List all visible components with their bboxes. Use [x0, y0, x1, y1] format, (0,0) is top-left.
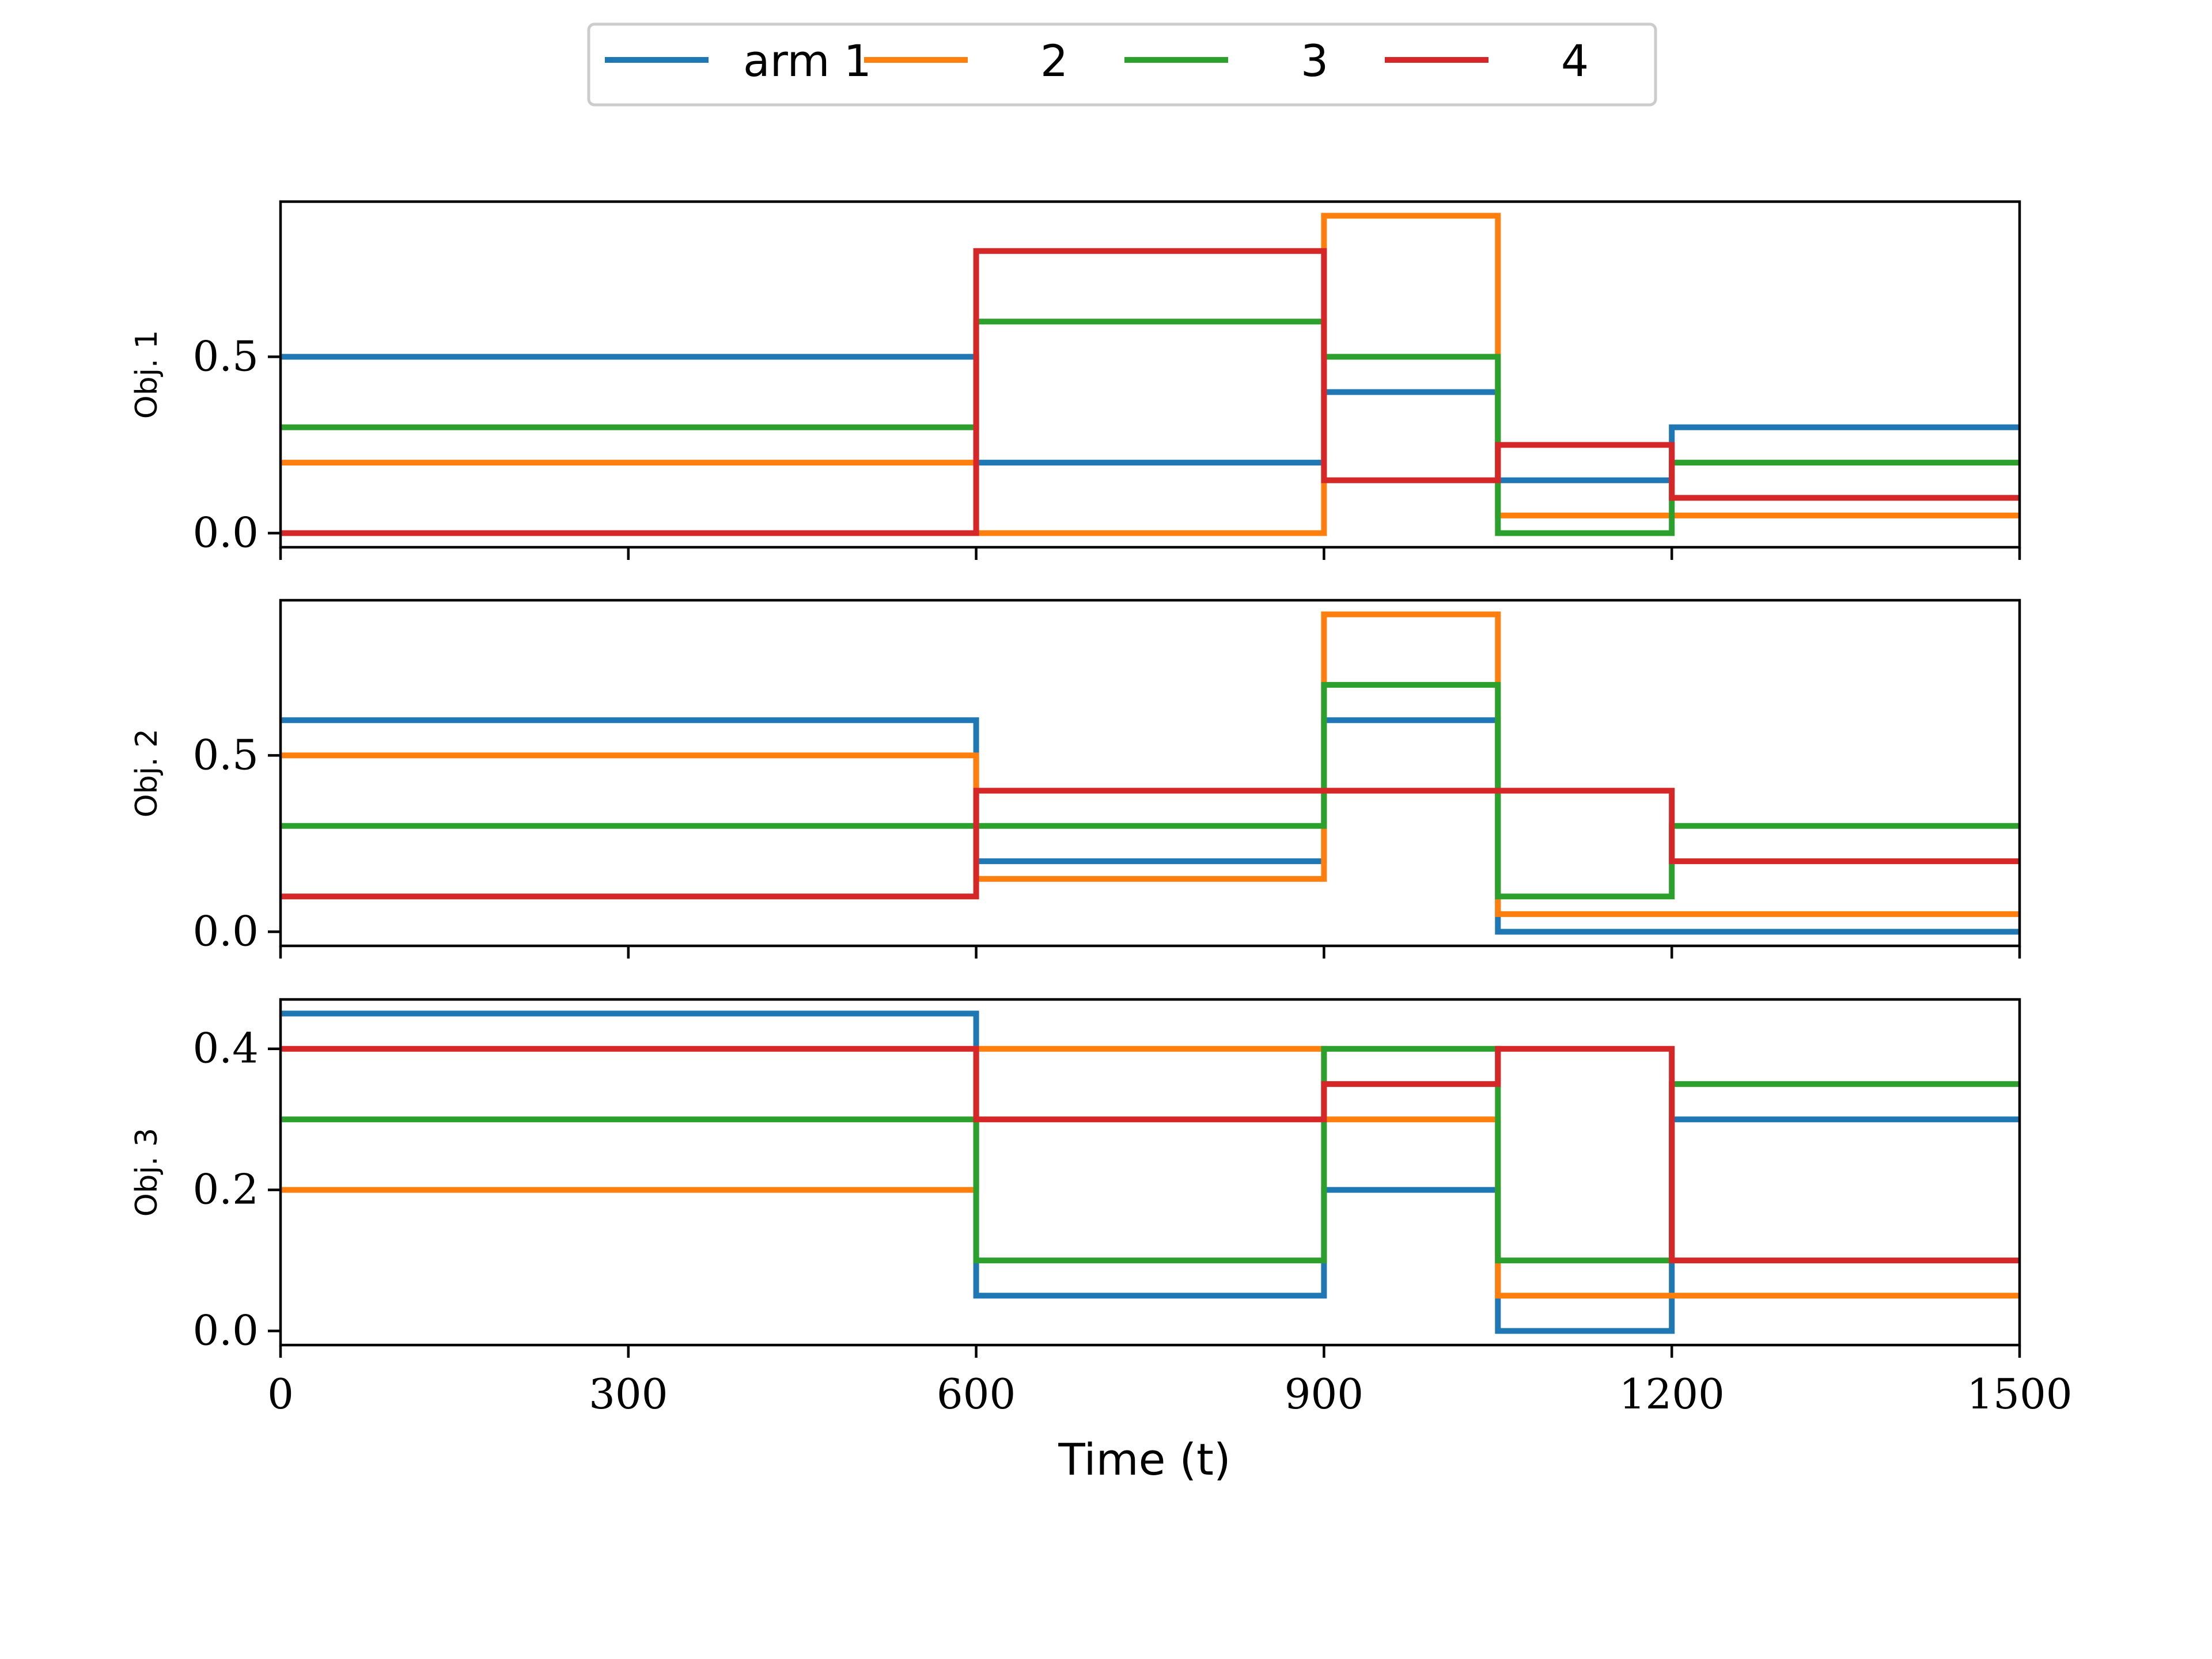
- y-tick-label-2-2: 0.5: [192, 730, 259, 779]
- series-line-obj2-4: [281, 787, 2020, 900]
- legend-label-3: 3: [1301, 35, 1328, 86]
- y-tick-label-3-1: 0.0: [192, 1306, 259, 1355]
- x-tick-label-5: 1200: [1619, 1370, 1725, 1418]
- y-tick-label-1-1: 0.0: [192, 509, 259, 557]
- y-axis-label-1: Obj. 1: [130, 330, 164, 419]
- legend-label-2: 2: [1040, 35, 1068, 86]
- subplot-3: 0.0 0.2 0.4 Obj. 3 0 300 600 900 1200 1500: [130, 998, 2073, 1418]
- y-axis-label-2: Obj. 2: [130, 729, 164, 818]
- y-tick-label-2-1: 0.0: [192, 907, 259, 956]
- series-line-obj1-4: [281, 248, 2020, 536]
- y-tick-label-1-2: 0.5: [192, 332, 259, 380]
- x-tick-label-3: 600: [937, 1370, 1016, 1418]
- legend: arm 1 2 3 4: [587, 22, 1657, 107]
- axes-frame-1: [279, 200, 2021, 549]
- series-line-obj1-2: [281, 213, 2020, 536]
- series-line-obj3-1: [281, 1010, 2020, 1334]
- x-tick-label-1: 0: [267, 1370, 294, 1418]
- x-axis-label: Time (t): [1058, 1434, 1230, 1485]
- subplot-2: 0.0 0.5 Obj. 2: [130, 599, 2021, 959]
- y-tick-label-3-3: 0.4: [192, 1024, 259, 1073]
- series-line-obj3-3: [281, 1046, 2020, 1264]
- series-line-obj3-4: [281, 1046, 2020, 1264]
- legend-label-1: arm 1: [743, 35, 872, 86]
- y-axis-label-3: Obj. 3: [130, 1128, 164, 1217]
- axes-frame-2: [279, 599, 2021, 948]
- series-line-obj2-2: [281, 611, 2020, 917]
- legend-label-4: 4: [1561, 35, 1589, 86]
- x-tick-label-4: 900: [1285, 1370, 1363, 1418]
- subplot-1: 0.0 0.5 Obj. 1: [130, 200, 2021, 560]
- legend-frame: [587, 22, 1657, 107]
- x-tick-label-6: 1500: [1967, 1370, 2072, 1418]
- y-tick-label-3-2: 0.2: [192, 1165, 259, 1214]
- axes-frame-3: [279, 998, 2021, 1347]
- x-tick-label-2: 300: [589, 1370, 668, 1418]
